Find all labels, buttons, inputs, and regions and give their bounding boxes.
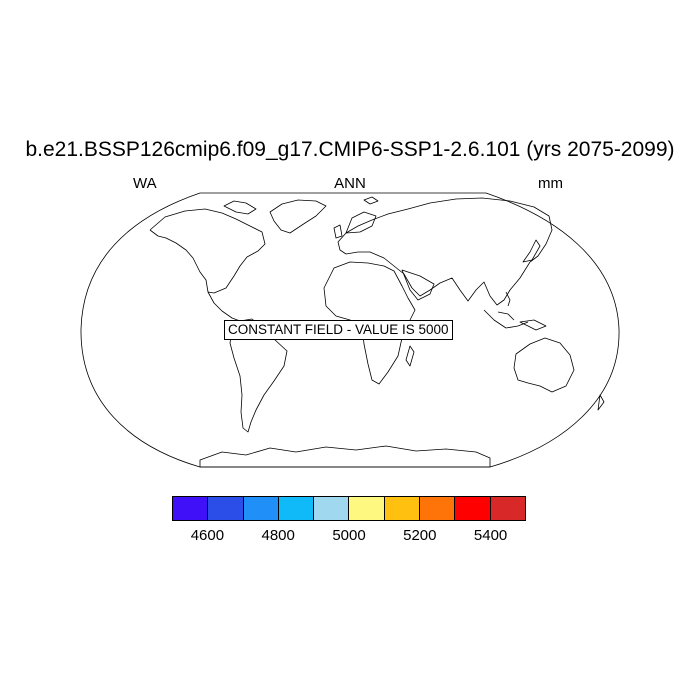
colorbar-tick-label: 5200 — [403, 527, 437, 544]
colorbar-tick-label: 4800 — [261, 527, 295, 544]
philippines-coast — [505, 291, 511, 307]
africa-coast — [323, 261, 416, 385]
colorbar-box — [314, 497, 350, 520]
colorbar-tick-label: 4600 — [190, 527, 225, 544]
constant-field-notice: CONSTANT FIELD - VALUE IS 5000 — [224, 320, 453, 340]
indonesia-coast-2 — [497, 311, 515, 321]
indonesia-coast — [483, 309, 529, 329]
colorbar-tick-label: 5400 — [473, 527, 508, 544]
colorbar-box — [208, 497, 244, 520]
variable-label: WA — [133, 175, 157, 192]
colorbar-box — [173, 497, 209, 520]
arctic-islands-coast — [223, 200, 257, 215]
japan-coast — [522, 239, 541, 263]
scandinavia-coast — [345, 211, 377, 234]
arabia-coast — [401, 269, 435, 301]
antarctica-coast — [199, 445, 491, 468]
colorbar-tick-label: 5000 — [332, 527, 366, 544]
svalbard-coast — [363, 196, 379, 205]
colorbar-box — [278, 497, 315, 520]
central-america-coast — [207, 291, 241, 322]
greenland-coast — [269, 199, 327, 234]
colorbar-box — [349, 497, 385, 520]
colorbar-box — [384, 497, 421, 520]
season-label: ANN — [334, 175, 366, 192]
units-label: mm — [538, 175, 563, 192]
north-america-coast — [149, 208, 266, 294]
colorbar — [172, 496, 526, 521]
eurasia-coast — [337, 197, 553, 306]
colorbar-box — [243, 497, 279, 520]
new-zealand-coast — [597, 394, 605, 411]
colorbar-box — [490, 497, 525, 520]
uk-coast — [333, 224, 343, 239]
map-title: b.e21.BSSP126cmip6.f09_g17.CMIP6-SSP1-2.… — [25, 138, 675, 161]
australia-coast — [513, 337, 575, 393]
new-guinea-coast — [519, 319, 547, 331]
colorbar-box — [420, 497, 456, 520]
madagascar-coast — [405, 345, 415, 367]
colorbar-box — [455, 497, 491, 520]
